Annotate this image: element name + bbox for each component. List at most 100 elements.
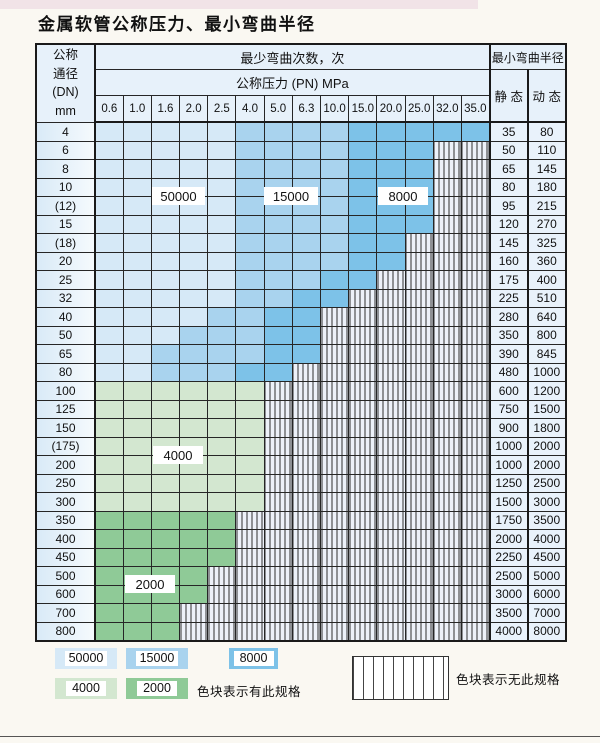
pressure-column-header: 32.0 — [432, 95, 462, 123]
legend-swatch-4000: 4000 — [55, 678, 117, 699]
cell-no-spec — [207, 603, 237, 623]
cell-spec-15000 — [150, 344, 181, 364]
cell-no-spec — [432, 510, 462, 530]
cell-no-spec — [432, 270, 462, 290]
cell-no-spec — [460, 510, 491, 530]
static-radius-value: 480 — [488, 362, 529, 382]
table-row: 8 65 145 — [35, 159, 567, 179]
cell-no-spec — [291, 473, 322, 493]
cell-spec-8000 — [319, 270, 350, 290]
static-radius-value: 350 — [488, 325, 529, 345]
cell-spec-15000 — [291, 233, 322, 253]
cell-spec-50000 — [94, 214, 124, 234]
cell-spec-2000 — [94, 529, 124, 549]
legend-no-spec-swatch — [352, 656, 449, 700]
cell-spec-4000 — [94, 473, 124, 493]
cell-no-spec — [376, 325, 406, 345]
cell-spec-50000 — [94, 177, 124, 197]
pressure-column-header: 4.0 — [235, 95, 265, 123]
cell-spec-4000 — [150, 399, 181, 419]
cell-spec-4000 — [179, 381, 209, 401]
cell-no-spec — [460, 196, 491, 216]
cell-spec-15000 — [319, 177, 350, 197]
zone-label-2000: 2000 — [125, 575, 175, 593]
cell-no-spec — [319, 344, 350, 364]
cell-spec-50000 — [94, 196, 124, 216]
cell-no-spec — [263, 621, 293, 642]
cell-no-spec — [263, 399, 293, 419]
table-row: 450 2250 4500 — [35, 547, 567, 567]
cell-no-spec — [235, 566, 265, 586]
static-radius-value: 1000 — [488, 455, 529, 475]
cell-no-spec — [291, 381, 322, 401]
cell-spec-4000 — [179, 492, 209, 512]
cell-no-spec — [376, 288, 406, 308]
cell-no-spec — [404, 510, 434, 530]
table-row: 65 390 845 — [35, 344, 567, 364]
cell-no-spec — [376, 399, 406, 419]
static-radius-value: 95 — [488, 196, 529, 216]
static-radius-value: 3500 — [488, 603, 529, 623]
zone-label-8000: 8000 — [378, 187, 428, 205]
cell-spec-15000 — [291, 270, 322, 290]
table-row: 6 50 110 — [35, 140, 567, 160]
cell-no-spec — [404, 381, 434, 401]
dynamic-radius-value: 1500 — [526, 399, 567, 419]
cell-spec-50000 — [122, 325, 152, 345]
cell-no-spec — [460, 362, 491, 382]
table-row: (12) 95 215 — [35, 196, 567, 216]
cell-spec-50000 — [179, 270, 209, 290]
cell-spec-8000 — [376, 214, 406, 234]
cell-no-spec — [348, 603, 378, 623]
cell-spec-50000 — [207, 159, 237, 179]
cell-spec-4000 — [94, 436, 124, 456]
cell-spec-50000 — [207, 214, 237, 234]
cell-no-spec — [348, 362, 378, 382]
cell-no-spec — [404, 547, 434, 567]
cell-no-spec — [291, 547, 322, 567]
cell-spec-15000 — [179, 344, 209, 364]
cell-spec-2000 — [150, 621, 181, 642]
cell-spec-4000 — [207, 492, 237, 512]
header-row-1: 公称 通径 (DN) mm 最少弯曲次数，次 最小弯曲半径 — [35, 43, 567, 123]
static-radius-value: 600 — [488, 381, 529, 401]
cell-no-spec — [348, 547, 378, 567]
cell-spec-4000 — [122, 436, 152, 456]
cell-no-spec — [348, 621, 378, 642]
cell-spec-8000 — [348, 140, 378, 160]
legend-has-spec-text: 色块表示有此规格 — [197, 685, 302, 699]
cell-no-spec — [319, 566, 350, 586]
cell-no-spec — [207, 566, 237, 586]
cell-spec-15000 — [235, 288, 265, 308]
cell-spec-4000 — [122, 381, 152, 401]
cell-spec-50000 — [94, 159, 124, 179]
cell-spec-15000 — [263, 251, 293, 271]
table-row: 125 750 1500 — [35, 399, 567, 419]
cell-spec-15000 — [263, 159, 293, 179]
dn-value: 40 — [35, 307, 96, 327]
cell-no-spec — [432, 584, 462, 604]
dn-value: 15 — [35, 214, 96, 234]
cell-spec-15000 — [319, 251, 350, 271]
dynamic-radius-value: 110 — [526, 140, 567, 160]
dynamic-radius-value: 145 — [526, 159, 567, 179]
cell-spec-15000 — [291, 159, 322, 179]
cell-spec-4000 — [150, 492, 181, 512]
pressure-column-header: 1.6 — [150, 95, 181, 123]
dynamic-radius-value: 180 — [526, 177, 567, 197]
cell-spec-2000 — [94, 621, 124, 642]
cell-spec-4000 — [94, 455, 124, 475]
cell-no-spec — [376, 547, 406, 567]
cell-spec-8000 — [432, 121, 462, 142]
pressure-header: 公称压力 (PN) MPa — [94, 69, 491, 96]
cell-spec-4000 — [235, 473, 265, 493]
table-row: 20 160 360 — [35, 251, 567, 271]
static-radius-value: 145 — [488, 233, 529, 253]
cell-spec-2000 — [207, 510, 237, 530]
cell-spec-2000 — [179, 566, 209, 586]
cell-no-spec — [376, 270, 406, 290]
static-radius-value: 80 — [488, 177, 529, 197]
cell-spec-2000 — [179, 584, 209, 604]
table-row: 15 120 270 — [35, 214, 567, 234]
static-radius-value: 2250 — [488, 547, 529, 567]
